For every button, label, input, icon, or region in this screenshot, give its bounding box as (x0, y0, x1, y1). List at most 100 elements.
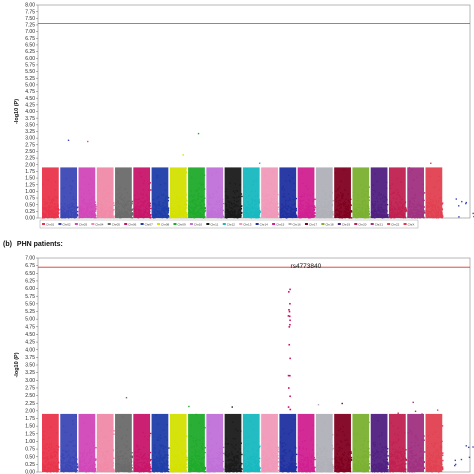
chromosome-2-points (60, 414, 78, 473)
y-tick-label: 1.00 (25, 439, 35, 445)
legend-entry: Chr11 (210, 223, 218, 227)
legend-entry: Chr01 (46, 223, 55, 227)
chromosome-15-base (298, 414, 315, 472)
y-tick-label: 1.25 (25, 431, 35, 437)
chromosome-22-points (425, 163, 443, 219)
legend-swatch (173, 223, 176, 225)
chromosome-3-points (79, 414, 97, 473)
y-tick-label: 1.25 (25, 182, 35, 188)
chromosome-15-base (298, 167, 315, 218)
chromosome-17-base (334, 167, 351, 218)
chromosome-5-points (115, 397, 133, 473)
y-tick-label: 4.25 (25, 340, 35, 346)
legend-swatch (404, 223, 407, 225)
y-tick-label: 3.75 (25, 355, 35, 361)
chromosome-9-points (188, 406, 206, 473)
chromosome-4-points (97, 414, 115, 473)
y-tick-label: 8.00 (25, 3, 35, 9)
chromosome-13-points (261, 167, 279, 218)
chromosome-14-points (279, 414, 297, 473)
chromosome-8-points (170, 154, 188, 218)
chromosome-18-points (352, 167, 370, 218)
y-tick-label: 2.00 (25, 162, 35, 168)
y-tick-label: 6.75 (25, 263, 35, 269)
y-tick-label: 2.50 (25, 393, 35, 399)
y-tick-label: 4.75 (25, 324, 35, 330)
y-tick-label: 6.25 (25, 279, 35, 285)
chromosome-3-points (79, 141, 97, 219)
y-tick-label: 1.00 (25, 189, 35, 195)
chromosome-4-points (97, 167, 115, 218)
chromosome-19-points (371, 414, 389, 473)
y-tick-label: 5.50 (25, 69, 35, 75)
legend-swatch (387, 223, 390, 225)
chromosome-5-points (115, 167, 133, 218)
chromosome-17-base (334, 414, 351, 472)
chromosome-21-base (407, 167, 424, 218)
peak-snp-points (288, 289, 291, 411)
legend-swatch (354, 223, 357, 225)
chromosome-10-points (206, 414, 224, 473)
y-tick-label: 3.75 (25, 116, 35, 122)
legend-entry: Chr12 (227, 223, 236, 227)
y-tick-label: 3.50 (25, 122, 35, 128)
y-axis-label: -log10 (P) (14, 352, 20, 377)
y-tick-label: 2.00 (25, 408, 35, 414)
y-tick-label: 2.25 (25, 156, 35, 162)
y-tick-label: 1.50 (25, 424, 35, 430)
chromosome-7-points (152, 414, 170, 473)
y-tick-label: 2.25 (25, 401, 35, 407)
chromosome-11-points (225, 167, 243, 218)
chromosome-6-base (133, 414, 150, 472)
chromosome-11-base (225, 414, 242, 472)
chromosome-3-base (79, 167, 96, 218)
y-tick-label: 3.25 (25, 129, 35, 135)
y-tick-label: 4.00 (25, 347, 35, 353)
chromosome-21-base (407, 414, 424, 472)
legend-swatch (371, 223, 374, 225)
legend-swatch (157, 223, 160, 225)
legend-entry: Chr22 (391, 223, 400, 227)
manhattan-plot-panel-b: 0.00 0.25 0.500.75 1.00 1.251.50 1.75 2.002.25… (0, 254, 474, 474)
chromosome-x-points (454, 445, 474, 466)
chromosome-9-base (188, 414, 205, 472)
y-tick-label: 4.00 (25, 109, 35, 115)
legend-swatch (141, 223, 144, 225)
chromosome-20-points (389, 167, 407, 218)
chromosome-18-base (352, 167, 369, 218)
peak-snp-label: rs4773840 (291, 263, 322, 270)
legend-entry: Chr04 (95, 223, 104, 227)
chromosome-14-base (279, 167, 296, 218)
y-tick-label: 1.75 (25, 169, 35, 175)
legend-swatch (321, 223, 324, 225)
legend-entry: Chr17 (309, 223, 318, 227)
chromosome-8-base (170, 167, 187, 218)
chromosome-13-base (261, 167, 278, 218)
legend-entry: Chr13 (243, 223, 252, 227)
y-tick-label: 6.75 (25, 36, 35, 42)
legend-swatch (42, 223, 45, 225)
legend-entry: Chr05 (112, 223, 121, 227)
chromosome-6-points (133, 167, 151, 218)
chromosome-5-base (115, 167, 132, 218)
chromosome-1-points (42, 414, 60, 473)
legend-swatch (124, 223, 127, 225)
legend-entry: Chr21 (375, 223, 384, 227)
legend-entry: Chr16 (293, 223, 302, 227)
y-tick-label: 3.00 (25, 378, 35, 384)
legend-swatch (272, 223, 275, 225)
legend-swatch (256, 223, 259, 225)
legend-entry: Chr02 (62, 223, 71, 227)
chromosome-5-base (115, 414, 132, 472)
legend-swatch (206, 223, 209, 225)
chromosome-11-points (225, 406, 243, 472)
panel-b-title: PHN patients: (17, 241, 63, 248)
chromosome-6-points (133, 414, 151, 473)
chromosome-6-base (133, 167, 150, 218)
chromosome-12-points (243, 163, 261, 219)
y-tick-label: 0.50 (25, 202, 35, 208)
legend-entry: ChrX (408, 223, 415, 227)
panel-b-letter: (b) (3, 241, 12, 248)
chromosome-13-points (261, 414, 279, 473)
y-tick-label: 5.75 (25, 63, 35, 69)
